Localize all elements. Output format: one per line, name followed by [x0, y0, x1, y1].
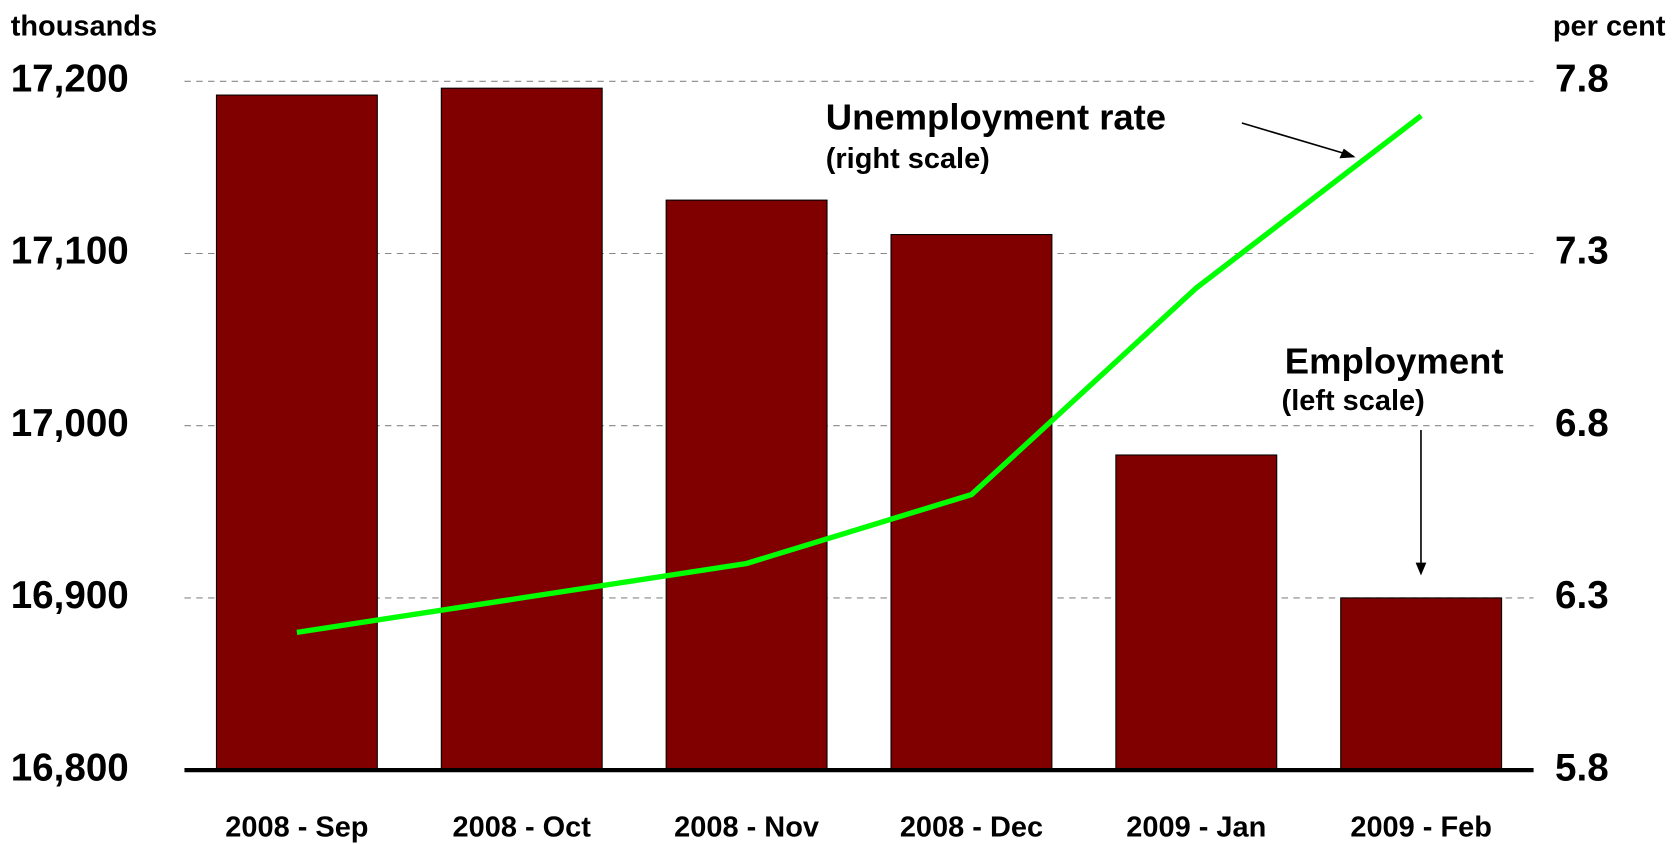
x-tick-label: 2009 - Jan [1126, 812, 1266, 844]
y2-tick-label: 5.8 [1555, 746, 1609, 789]
y-tick-label: 17,200 [11, 58, 129, 101]
annotation-sub: (left scale) [1282, 385, 1425, 417]
arrowhead [1339, 148, 1356, 159]
x-tick-label: 2008 - Dec [900, 812, 1043, 844]
y-axis-title: thousands [11, 10, 157, 42]
x-tick-label: 2008 - Nov [674, 812, 819, 844]
annotation-sub: (right scale) [826, 143, 990, 175]
arrowhead [1415, 562, 1427, 576]
x-tick-label: 2009 - Feb [1350, 812, 1492, 844]
bar [215, 94, 378, 771]
y2-tick-label: 7.8 [1555, 58, 1609, 101]
arrow [1241, 122, 1354, 157]
annotation: Employment [1285, 340, 1504, 381]
x-tick-label: 2008 - Oct [453, 812, 592, 844]
y2-tick-label: 6.3 [1555, 574, 1609, 617]
y-tick-label: 17,100 [11, 230, 129, 273]
bar [1115, 454, 1278, 771]
y-tick-label: 17,000 [11, 402, 129, 445]
x-tick-label: 2008 - Sep [225, 812, 368, 844]
y2-tick-label: 6.8 [1555, 402, 1609, 445]
y2-tick-label: 7.3 [1555, 230, 1609, 273]
y-tick-label: 16,800 [11, 746, 129, 789]
y2-axis-title: per cent [1553, 10, 1666, 42]
line [296, 113, 1423, 636]
bar [665, 199, 828, 771]
bar [440, 87, 603, 771]
annotation: Unemployment rate [826, 96, 1166, 137]
marks [184, 87, 1534, 773]
bar [1340, 597, 1503, 771]
y-tick-label: 16,900 [11, 574, 129, 617]
bar [890, 234, 1053, 771]
